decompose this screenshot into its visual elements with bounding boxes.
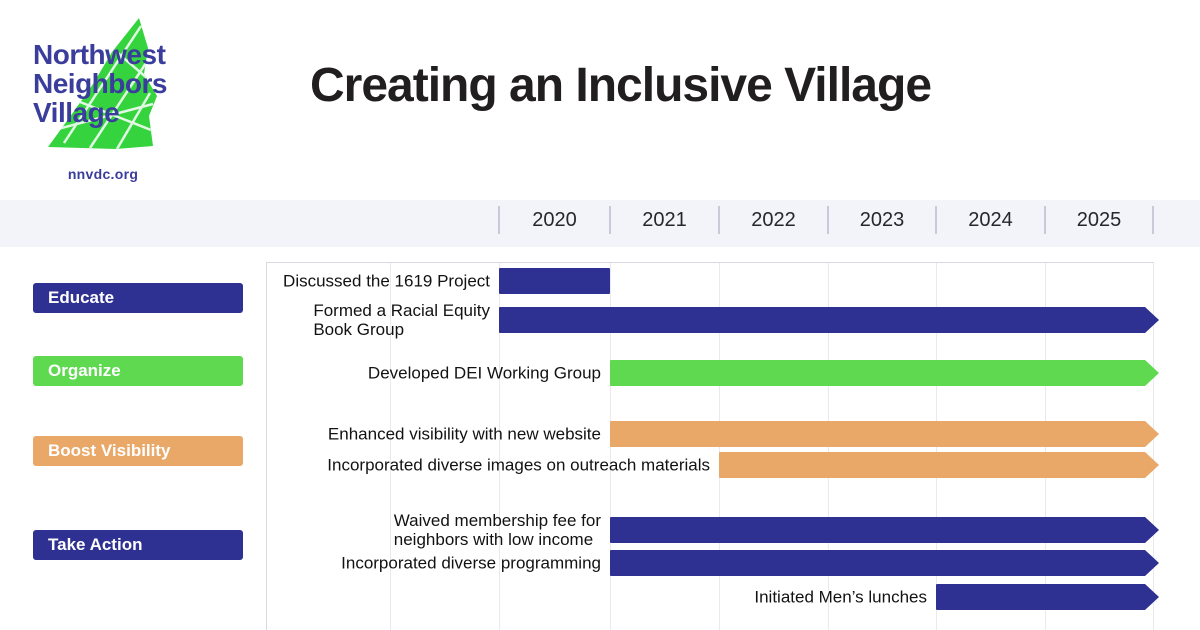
year-tick xyxy=(827,206,829,234)
category-chip-organize: Organize xyxy=(33,356,243,386)
org-name-line: Northwest xyxy=(33,39,166,70)
year-label: 2025 xyxy=(1076,209,1122,231)
gridline xyxy=(499,263,500,630)
task-label: Incorporated diverse programming xyxy=(341,553,601,573)
gridline xyxy=(390,263,391,630)
task-bar xyxy=(719,452,1159,478)
task-label: Formed a Racial Equity Book Group xyxy=(313,301,490,339)
org-website: nnvdc.org xyxy=(67,166,139,182)
year-tick xyxy=(1152,206,1154,234)
task-label: Initiated Men’s lunches xyxy=(754,587,927,607)
task-bar xyxy=(936,584,1159,610)
task-bar xyxy=(610,421,1159,447)
category-chip-boost-visibility: Boost Visibility xyxy=(33,436,243,466)
plot-border-top xyxy=(266,262,1154,263)
year-tick xyxy=(1044,206,1046,234)
timeline-axis: 2020 2021 2022 2023 2024 2025 xyxy=(0,200,1200,247)
task-bar xyxy=(610,550,1159,576)
year-tick xyxy=(935,206,937,234)
plot-border-left xyxy=(266,262,267,630)
org-name: Northwest Neighbors Village xyxy=(33,40,167,127)
year-tick xyxy=(718,206,720,234)
year-tick xyxy=(609,206,611,234)
task-bar xyxy=(499,307,1159,333)
logo-map-graphic xyxy=(48,18,157,149)
org-name-line: Neighbors xyxy=(33,68,167,99)
task-label: Enhanced visibility with new website xyxy=(327,424,601,444)
year-label: 2020 xyxy=(532,209,577,231)
task-label: Developed DEI Working Group xyxy=(367,363,601,383)
year-label: 2022 xyxy=(751,209,796,231)
category-chip-educate: Educate xyxy=(33,283,243,313)
task-bar xyxy=(610,360,1159,386)
year-tick xyxy=(498,206,500,234)
task-label: Discussed the 1619 Project xyxy=(283,271,490,291)
category-chip-take-action: Take Action xyxy=(33,530,243,560)
gridline xyxy=(1153,263,1154,630)
task-label: Incorporated diverse images on outreach … xyxy=(327,455,710,475)
logo: Northwest Neighbors Village nnvdc.org xyxy=(20,8,240,198)
page-title: Creating an Inclusive Village xyxy=(310,59,932,112)
year-label: 2024 xyxy=(968,209,1013,231)
year-label: 2023 xyxy=(859,209,905,231)
task-bar xyxy=(610,517,1159,543)
task-bar xyxy=(499,268,610,294)
year-label: 2021 xyxy=(642,209,687,231)
task-label: Waived membership fee for neighbors with … xyxy=(393,511,601,549)
org-name-line: Village xyxy=(33,97,120,128)
